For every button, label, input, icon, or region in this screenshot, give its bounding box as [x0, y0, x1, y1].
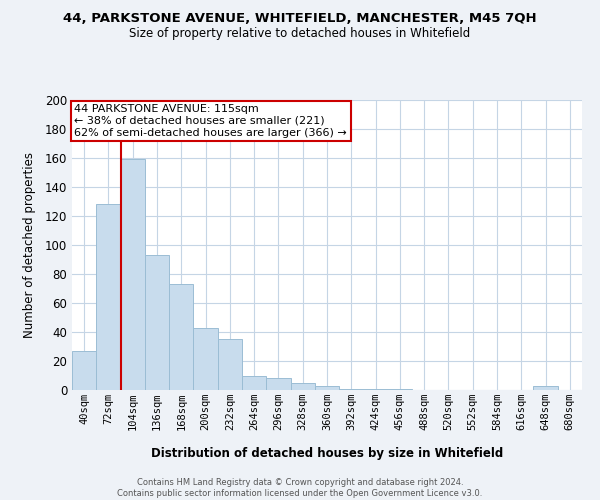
Bar — [339, 388, 364, 390]
Bar — [242, 376, 266, 390]
Bar — [121, 160, 145, 390]
Bar — [193, 328, 218, 390]
Bar — [388, 388, 412, 390]
Bar — [72, 351, 96, 390]
Text: Size of property relative to detached houses in Whitefield: Size of property relative to detached ho… — [130, 28, 470, 40]
Text: Contains HM Land Registry data © Crown copyright and database right 2024.
Contai: Contains HM Land Registry data © Crown c… — [118, 478, 482, 498]
Y-axis label: Number of detached properties: Number of detached properties — [23, 152, 37, 338]
Bar — [315, 386, 339, 390]
Bar — [218, 339, 242, 390]
Bar — [290, 383, 315, 390]
Bar — [169, 284, 193, 390]
Bar — [364, 388, 388, 390]
Bar — [145, 255, 169, 390]
Bar — [533, 386, 558, 390]
Bar — [96, 204, 121, 390]
Text: 44, PARKSTONE AVENUE, WHITEFIELD, MANCHESTER, M45 7QH: 44, PARKSTONE AVENUE, WHITEFIELD, MANCHE… — [63, 12, 537, 26]
Text: Distribution of detached houses by size in Whitefield: Distribution of detached houses by size … — [151, 448, 503, 460]
Text: 44 PARKSTONE AVENUE: 115sqm
← 38% of detached houses are smaller (221)
62% of se: 44 PARKSTONE AVENUE: 115sqm ← 38% of det… — [74, 104, 347, 138]
Bar — [266, 378, 290, 390]
